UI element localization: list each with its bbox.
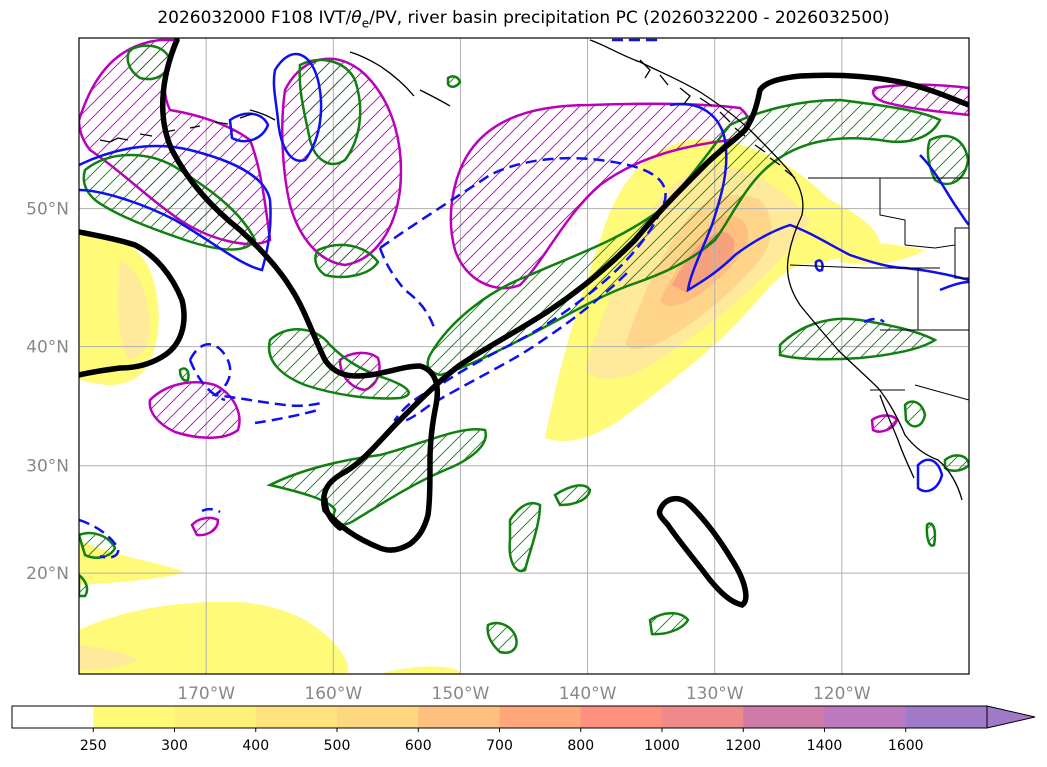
colorbar-label: 600 (405, 738, 432, 754)
longitude-label: 120°W (813, 684, 871, 704)
pv-blue-contours (79, 52, 969, 493)
theta-e-contours (79, 38, 969, 608)
colorbar-swatch (93, 706, 175, 728)
colorbar-swatch (499, 706, 582, 728)
colorbar-swatch (824, 706, 907, 728)
colorbar-swatch (12, 706, 94, 728)
colorbar-label: 1200 (725, 738, 761, 754)
longitude-label: 140°W (559, 684, 617, 704)
colorbar-extend-arrow (986, 705, 1036, 729)
latitude-label: 50°N (26, 200, 69, 220)
political-boundaries (789, 177, 969, 401)
latitude-label: 20°N (26, 564, 69, 584)
colorbar-swatch (905, 706, 988, 728)
colorbar-swatch (743, 706, 825, 728)
colorbar-label: 700 (486, 738, 513, 754)
longitude-label: 170°W (177, 684, 235, 704)
longitude-label: 160°W (304, 684, 362, 704)
colorbar-label: 800 (567, 738, 594, 754)
longitude-label: 130°W (686, 684, 744, 704)
colorbar-label: 500 (324, 738, 351, 754)
colorbar: 250 300 400 500 600 700 800 1000 1200 1400 1600 (11, 705, 1036, 754)
pv-blue-dashed-contours (79, 38, 885, 559)
colorbar-label: 300 (161, 738, 188, 754)
latitude-labels: 50°N 40°N 30°N 20°N (26, 200, 69, 585)
colorbar-label: 250 (80, 738, 107, 754)
colorbar-swatch (418, 706, 500, 728)
colorbar-swatch (255, 706, 338, 728)
colorbar-label: 1600 (888, 738, 924, 754)
map-frame (78, 37, 970, 675)
latitude-label: 40°N (26, 338, 69, 358)
colorbar-label: 1000 (644, 738, 680, 754)
map-title: 2026032000 F108 IVT/θe/PV, river basin p… (157, 8, 890, 31)
colorbar-swatch (580, 706, 663, 728)
colorbar-label: 400 (242, 738, 269, 754)
colorbar-swatch (337, 706, 419, 728)
colorbar-swatch (662, 706, 744, 728)
ivt-shading (79, 139, 925, 674)
longitude-labels: 170°W 160°W 150°W 140°W 130°W 120°W (177, 684, 871, 704)
colorbar-label: 1400 (807, 738, 843, 754)
longitude-label: 150°W (432, 684, 490, 704)
latitude-label: 30°N (26, 457, 69, 477)
colorbar-swatch (174, 706, 257, 728)
coastlines (99, 39, 963, 501)
